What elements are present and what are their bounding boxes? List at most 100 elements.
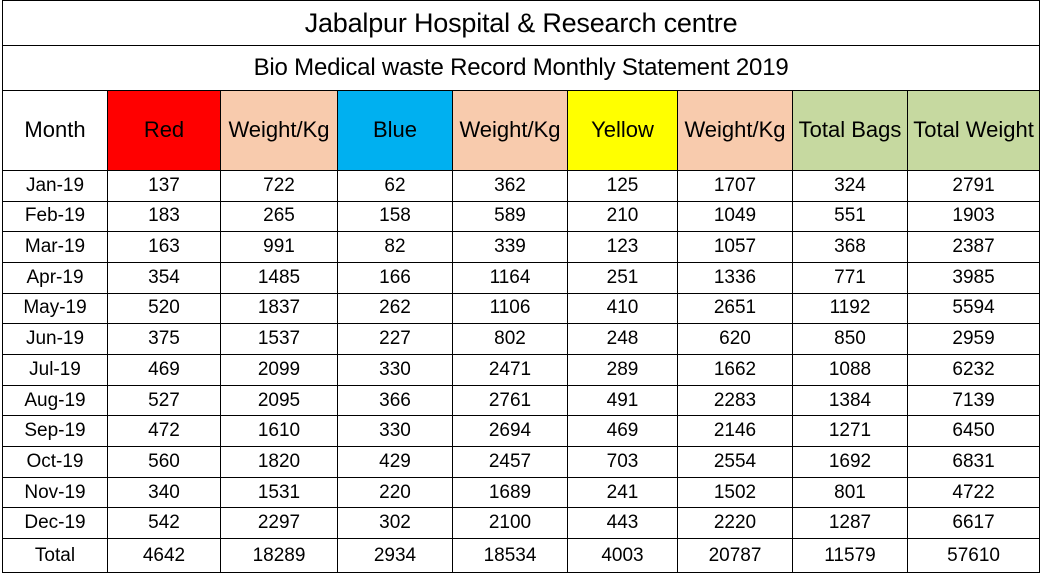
cell-red-weight: 1485: [220, 261, 338, 294]
table-row[interactable]: Apr-19 354 1485 166 1164 251 1336 771 39…: [2, 261, 1041, 294]
cell-blue-weight: 2457: [452, 446, 568, 478]
cell-red-weight: 1531: [220, 476, 338, 509]
column-header-blue-weight[interactable]: Weight/Kg: [452, 90, 568, 171]
cell-red: 560: [107, 446, 221, 478]
cell-total-weight: 6617: [906, 507, 1041, 540]
column-header-blue[interactable]: Blue: [337, 90, 453, 171]
table-row[interactable]: Nov-19 340 1531 220 1689 241 1502 801 47…: [2, 476, 1041, 509]
total-blue: 2934: [337, 538, 453, 573]
cell-blue: 166: [337, 261, 453, 294]
cell-red-weight: 2297: [220, 507, 338, 540]
column-header-yellow[interactable]: Yellow: [567, 90, 678, 171]
cell-blue-weight: 2100: [452, 507, 568, 540]
document-subtitle-row: Bio Medical waste Record Monthly Stateme…: [1, 45, 1041, 92]
cell-month: Oct-19: [2, 446, 108, 478]
cell-blue: 366: [337, 384, 453, 417]
total-yellow-weight: 20787: [677, 538, 793, 573]
table-row[interactable]: Jul-19 469 2099 330 2471 289 1662 1088 6…: [2, 353, 1041, 386]
column-header-month[interactable]: Month: [2, 90, 108, 171]
cell-blue-weight: 362: [452, 169, 568, 202]
cell-yellow: 443: [567, 507, 678, 540]
cell-total-bags: 801: [792, 476, 908, 509]
table-row[interactable]: Jan-19 137 722 62 362 125 1707 324 2791: [2, 169, 1041, 202]
cell-month: Aug-19: [2, 384, 108, 417]
table-row[interactable]: Sep-19 472 1610 330 2694 469 2146 1271 6…: [2, 415, 1041, 448]
cell-blue: 227: [337, 323, 453, 355]
total-weight-sum: 57610: [906, 538, 1041, 573]
table-header-row: Month Red Weight/Kg Blue Weight/Kg Yello…: [2, 90, 1041, 171]
cell-total-bags: 551: [792, 200, 908, 233]
cell-total-weight: 5594: [906, 292, 1041, 325]
table-total-row[interactable]: Total 4642 18289 2934 18534 4003 20787 1…: [2, 538, 1041, 573]
cell-month: Feb-19: [2, 200, 108, 233]
cell-total-weight: 6831: [906, 446, 1041, 478]
cell-yellow: 491: [567, 384, 678, 417]
table-row[interactable]: Mar-19 163 991 82 339 123 1057 368 2387: [2, 231, 1041, 263]
cell-total-weight: 3985: [906, 261, 1041, 294]
cell-yellow: 241: [567, 476, 678, 509]
cell-yellow: 703: [567, 446, 678, 478]
cell-total-weight: 2791: [906, 169, 1041, 202]
cell-yellow-weight: 1057: [677, 231, 793, 263]
cell-month: Jan-19: [2, 169, 108, 202]
cell-total-bags: 1692: [792, 446, 908, 478]
total-red: 4642: [107, 538, 221, 573]
cell-total-weight: 6450: [906, 415, 1041, 448]
cell-red-weight: 722: [220, 169, 338, 202]
cell-red: 542: [107, 507, 221, 540]
cell-total-weight: 1903: [906, 200, 1041, 233]
cell-yellow-weight: 2220: [677, 507, 793, 540]
cell-red-weight: 1837: [220, 292, 338, 325]
table-row[interactable]: Dec-19 542 2297 302 2100 443 2220 1287 6…: [2, 507, 1041, 540]
cell-yellow: 123: [567, 231, 678, 263]
cell-yellow: 251: [567, 261, 678, 294]
page-title: Jabalpur Hospital & Research centre: [1, 0, 1041, 47]
cell-yellow: 210: [567, 200, 678, 233]
total-blue-weight: 18534: [452, 538, 568, 573]
cell-blue: 82: [337, 231, 453, 263]
cell-blue-weight: 802: [452, 323, 568, 355]
table-row[interactable]: May-19 520 1837 262 1106 410 2651 1192 5…: [2, 292, 1041, 325]
cell-total-bags: 1384: [792, 384, 908, 417]
cell-red-weight: 1820: [220, 446, 338, 478]
cell-yellow-weight: 2283: [677, 384, 793, 417]
cell-total-bags: 850: [792, 323, 908, 355]
cell-month: Mar-19: [2, 231, 108, 263]
column-header-yellow-weight[interactable]: Weight/Kg: [677, 90, 793, 171]
column-header-red-weight[interactable]: Weight/Kg: [220, 90, 338, 171]
table-row[interactable]: Oct-19 560 1820 429 2457 703 2554 1692 6…: [2, 446, 1041, 478]
cell-red-weight: 2099: [220, 353, 338, 386]
cell-yellow: 125: [567, 169, 678, 202]
cell-total-bags: 1271: [792, 415, 908, 448]
cell-yellow: 469: [567, 415, 678, 448]
cell-red: 354: [107, 261, 221, 294]
table-row[interactable]: Jun-19 375 1537 227 802 248 620 850 2959: [2, 323, 1041, 355]
table-row[interactable]: Feb-19 183 265 158 589 210 1049 551 1903: [2, 200, 1041, 233]
cell-total-bags: 1287: [792, 507, 908, 540]
total-label: Total: [2, 538, 108, 573]
cell-yellow-weight: 1662: [677, 353, 793, 386]
cell-total-bags: 1088: [792, 353, 908, 386]
document-title-row: Jabalpur Hospital & Research centre: [1, 0, 1041, 47]
cell-yellow-weight: 1707: [677, 169, 793, 202]
table-row[interactable]: Aug-19 527 2095 366 2761 491 2283 1384 7…: [2, 384, 1041, 417]
cell-blue: 158: [337, 200, 453, 233]
cell-total-bags: 1192: [792, 292, 908, 325]
cell-yellow-weight: 1049: [677, 200, 793, 233]
column-header-total-bags[interactable]: Total Bags: [792, 90, 908, 171]
cell-red-weight: 1610: [220, 415, 338, 448]
cell-month: Dec-19: [2, 507, 108, 540]
cell-yellow: 248: [567, 323, 678, 355]
cell-red: 183: [107, 200, 221, 233]
column-header-red[interactable]: Red: [107, 90, 221, 171]
cell-month: Jun-19: [2, 323, 108, 355]
cell-red: 137: [107, 169, 221, 202]
column-header-total-weight[interactable]: Total Weight: [906, 90, 1041, 171]
cell-total-bags: 324: [792, 169, 908, 202]
cell-total-weight: 2387: [906, 231, 1041, 263]
cell-month: Nov-19: [2, 476, 108, 509]
cell-red-weight: 2095: [220, 384, 338, 417]
cell-blue: 330: [337, 415, 453, 448]
cell-blue-weight: 2694: [452, 415, 568, 448]
